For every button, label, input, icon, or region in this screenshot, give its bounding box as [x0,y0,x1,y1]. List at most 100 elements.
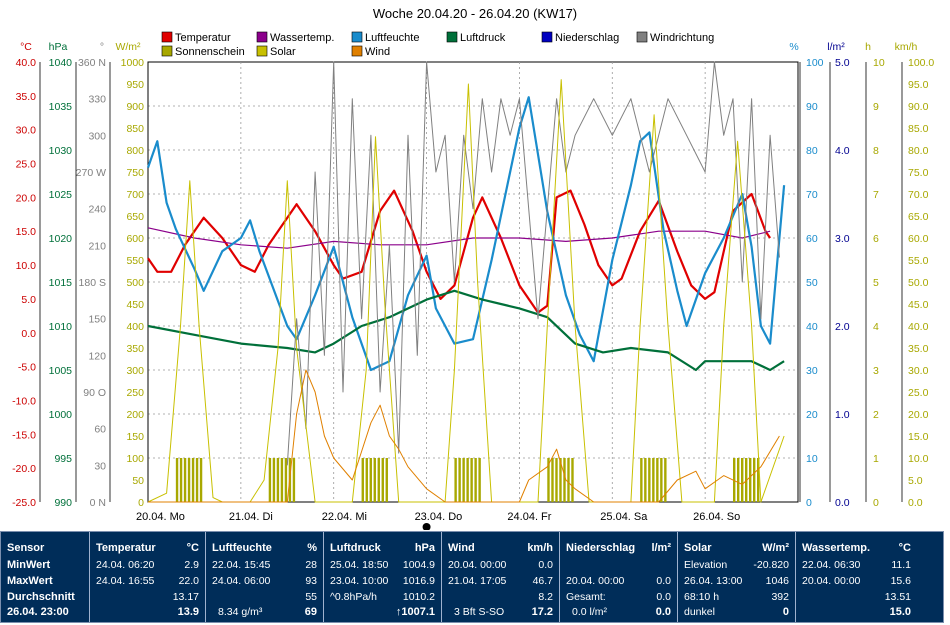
wind-tick-label: 5.0 [908,475,923,487]
press-tick-label: 1005 [49,365,73,377]
wind-dir: 3 Bft S-SO [454,606,505,618]
series-line-7 [148,369,780,503]
press-min: 1004.9 [402,559,435,571]
temp-avg: 13.17 [172,591,199,603]
press-tick-label: 1040 [49,57,73,69]
wind-tick-label: 90.0 [908,101,929,113]
solar-tick-label: 850 [126,123,144,135]
sunshine-bar [547,458,550,502]
sunshine-bar [478,458,481,502]
water-avg: 13.51 [884,591,911,603]
rain-tick-label: 4.0 [835,145,850,157]
dir-tick-label: 300 [88,130,106,142]
temp-tick-label: 15.0 [16,226,37,238]
dir-tick-label: 0 N [90,497,106,509]
temp-tick-label: -5.0 [18,362,36,374]
sunshine-bar [741,458,744,502]
current-day-marker [422,523,431,530]
solar-tick-label: 250 [126,387,144,399]
wind-tick-label: 95.0 [908,79,929,91]
solar-tick-label: 900 [126,101,144,113]
sunshine-bar [652,458,655,502]
series-line-2 [147,227,771,249]
legend-label-1: Temperatur [175,32,231,44]
sun-tick-label: 2 [873,409,879,421]
water-header: Wassertemp. [802,542,871,554]
temp-tick-label: 20.0 [16,192,37,204]
legend-swatch-7 [161,45,173,57]
press-tick-label: 1030 [49,145,73,157]
hum-unit: % [307,542,317,554]
temp-column: Temperatur °C 24.04. 06:20 2.9 24.04. 16… [89,532,205,622]
solar-now: 0 [782,606,789,618]
sun-axis-header: h [865,41,871,53]
press-avg: 1010.2 [402,591,435,603]
minwert-label: MinWert [7,559,51,571]
temp-header: Temperatur [96,542,156,554]
legend-label-3: Luftfeuchte [365,32,419,44]
rain-tick-label: 0.0 [835,497,850,509]
sunshine-bar [199,458,203,502]
sunshine-bar [365,458,368,502]
temp-tick-label: 10.0 [16,260,37,272]
temp-min-time: 24.04. 06:20 [96,559,155,571]
hum-tick-label: 100 [806,57,824,69]
wind-avg: 8.2 [538,591,553,603]
temp-tick-label: 0.0 [21,328,36,340]
sun-tick-label: 9 [873,101,879,113]
solar-column: Solar W/m² Elevation -20.820 26.04. 13:0… [677,532,795,622]
sunshine-bar [377,458,380,502]
wind-tick-label: 70.0 [908,189,929,201]
sunshine-bar [458,458,461,502]
solar-tick-label: 300 [126,365,144,377]
sunshine-bar [656,458,659,502]
sunshine-bar [268,458,272,502]
sunshine-bar [733,458,736,502]
solar-tick-label: 200 [126,409,144,421]
sunshine-bar [195,458,199,502]
rain-now: 0.0 [655,606,671,618]
water-min: 11.1 [891,559,911,571]
sunshine-bar [757,458,760,502]
temp-max-time: 24.04. 16:55 [96,575,155,587]
wind-max: 46.7 [532,575,553,587]
legend-swatch-6 [636,31,648,43]
dir-tick-label: 330 [88,94,106,106]
wind-unit: km/h [527,542,553,554]
solar-max-time: 26.04. 13:00 [684,575,743,587]
sunshine-bar [749,458,752,502]
x-tick-label: 26.04. So [693,511,740,523]
hum-tick-label: 80 [806,145,818,157]
rain-total-label: Gesamt: [566,591,606,603]
wind-tick-label: 20.0 [908,409,929,421]
wind-now: 17.2 [531,606,553,618]
dir-tick-label: 150 [88,314,106,326]
temp-tick-label: 40.0 [16,57,37,69]
temp-tick-label: -15.0 [12,429,36,441]
water-min-time: 22.04. 06:30 [802,559,861,571]
solar-tick-label: 800 [126,145,144,157]
sunshine-bar [454,458,457,502]
current-time: 26.04. 23:00 [7,606,69,618]
solar-tick-label: 100 [126,453,144,465]
hum-tick-label: 70 [806,189,818,201]
wind-tick-label: 45.0 [908,299,929,311]
temp-tick-label: -20.0 [12,463,36,475]
press-tick-label: 995 [54,453,72,465]
sunshine-bar [381,458,384,502]
press-header: Luftdruck [330,542,381,554]
hum-tick-label: 40 [806,321,818,333]
solar-tick-label: 550 [126,255,144,267]
sun-tick-label: 1 [873,453,879,465]
press-min-time: 25.04. 18:50 [330,559,389,571]
wind-tick-label: 55.0 [908,255,929,267]
solar-tick-label: 500 [126,277,144,289]
temp-unit: °C [186,542,199,554]
legend-swatch-4 [446,31,458,43]
sun-tick-label: 10 [873,57,885,69]
press-max-time: 23.04. 10:00 [330,575,389,587]
temp-axis-header: °C [20,41,32,53]
solar-unit: W/m² [762,542,789,554]
sunshine-bar [385,458,388,502]
rain-header: Niederschlag [566,542,636,554]
